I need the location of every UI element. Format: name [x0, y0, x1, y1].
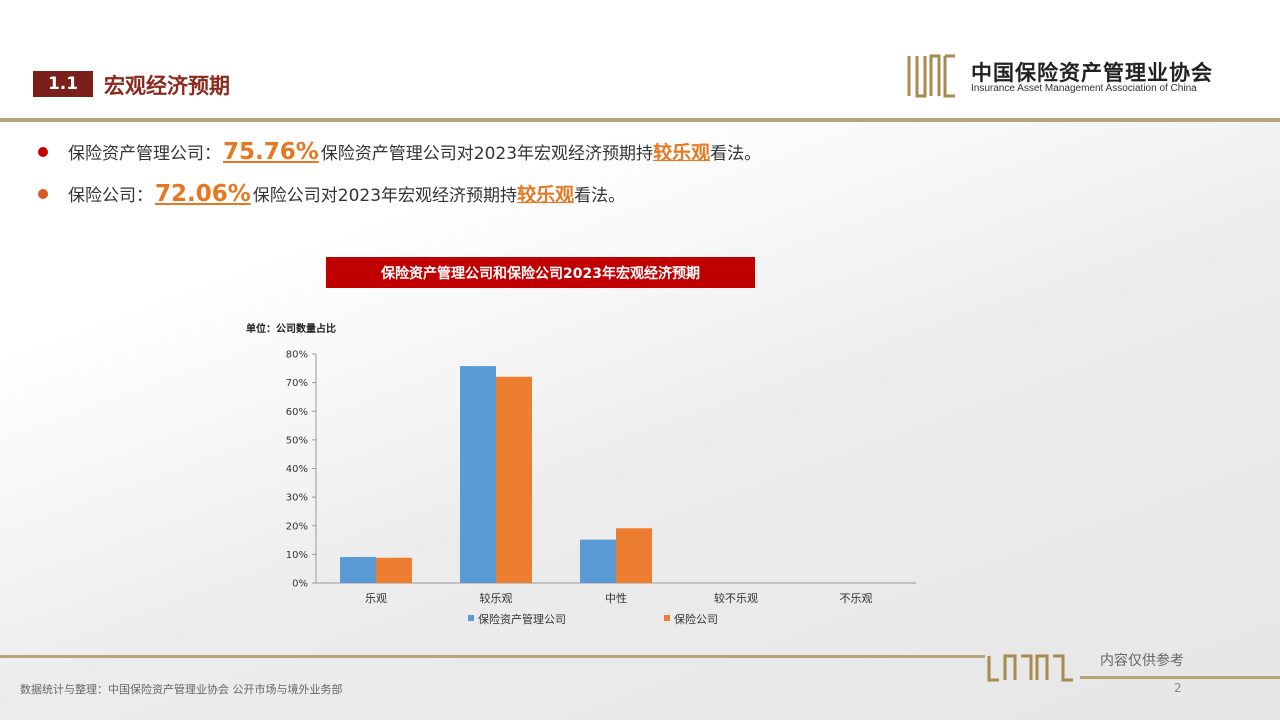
bullet-suffix: 看法。: [710, 144, 762, 164]
y-tick-label: 80%: [286, 350, 308, 361]
summary-bullets: 保险资产管理公司： 75.76% 保险资产管理公司对2023年宏观经济预期持 较…: [38, 138, 1238, 222]
y-tick-label: 50%: [286, 435, 308, 446]
bar-asset-managers: [460, 366, 496, 583]
bar-insurers: [376, 557, 412, 583]
y-tick-label: 10%: [286, 550, 308, 561]
section-title: 宏观经济预期: [104, 74, 230, 98]
legend-label: 保险公司: [674, 612, 718, 626]
y-tick-label: 40%: [286, 464, 308, 475]
bar-chart: 单位：公司数量占比 0% 10% 20% 30% 40% 50% 60% 70% 80% 乐观 较…: [246, 322, 916, 626]
chart-unit-label: 单位：公司数量占比: [246, 322, 336, 335]
section-number: 1.1: [33, 71, 93, 97]
x-category-label: 较乐观: [480, 591, 513, 605]
bar-asset-managers: [580, 539, 616, 583]
footer-divider-right: [1080, 676, 1280, 679]
y-tick-label: 30%: [286, 493, 308, 504]
footer-divider: [0, 655, 985, 658]
header: 1.1 宏观经济预期 中国保险资产管理业协会 Insurance Asset M…: [0, 0, 1280, 122]
footer-reference-note: 内容仅供参考: [1100, 653, 1184, 669]
x-category-label: 乐观: [365, 592, 387, 605]
y-tick-label: 0%: [292, 579, 308, 590]
bullet-percentage: 75.76%: [223, 139, 319, 165]
bullet-text: 保险资产管理公司对2023年宏观经济预期持: [320, 144, 654, 164]
logo-english-name: Insurance Asset Management Association o…: [971, 83, 1197, 94]
bullet-highlight: 较乐观: [517, 184, 575, 206]
bar-insurers: [496, 376, 532, 583]
bullet-asset-managers: 保险资产管理公司： 75.76% 保险资产管理公司对2023年宏观经济预期持 较…: [38, 138, 1238, 180]
page-number: 2: [1174, 681, 1182, 695]
association-logo-icon: [907, 54, 955, 98]
legend-swatch: [664, 615, 670, 621]
x-category-label: 较不乐观: [714, 591, 758, 605]
bullet-prefix: 保险资产管理公司：: [68, 144, 221, 164]
x-category-label: 中性: [605, 591, 627, 605]
bullet-highlight: 较乐观: [653, 142, 711, 164]
bar-asset-managers: [340, 556, 376, 583]
bullet-dot-icon: [38, 189, 48, 199]
chart-title: 保险资产管理公司和保险公司2023年宏观经济预期: [326, 257, 755, 288]
y-tick-label: 60%: [286, 407, 308, 418]
bullet-suffix: 看法。: [574, 186, 626, 206]
footer-source: 数据统计与整理：中国保险资产管理业协会 公开市场与境外业务部: [20, 683, 343, 696]
bar-insurers: [616, 528, 652, 583]
header-divider: [0, 118, 1280, 122]
y-tick-label: 70%: [286, 378, 308, 389]
bullet-insurers: 保险公司： 72.06% 保险公司对2023年宏观经济预期持 较乐观 看法。: [38, 180, 1238, 222]
legend-swatch: [468, 615, 474, 621]
footer-logo-icon: [987, 654, 1073, 682]
legend-label: 保险资产管理公司: [478, 612, 566, 626]
bullet-prefix: 保险公司：: [68, 186, 153, 206]
logo-chinese-name: 中国保险资产管理业协会: [971, 61, 1213, 85]
bullet-percentage: 72.06%: [155, 181, 251, 207]
bullet-text: 保险公司对2023年宏观经济预期持: [252, 186, 518, 206]
y-tick-label: 20%: [286, 521, 308, 532]
bullet-dot-icon: [38, 147, 48, 157]
x-category-label: 不乐观: [840, 592, 873, 605]
